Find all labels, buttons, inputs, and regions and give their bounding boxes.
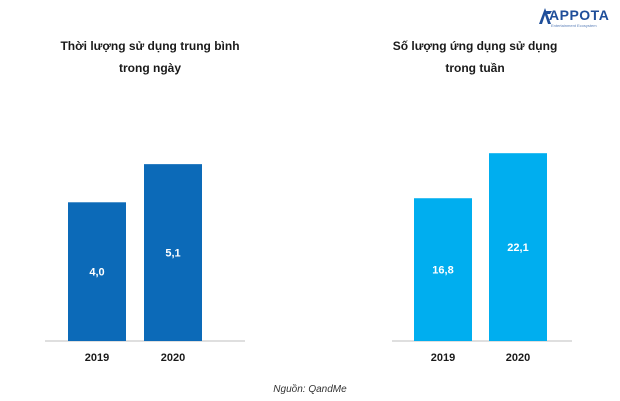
bar-value-label: 4,0 bbox=[89, 267, 104, 279]
bar-2020 bbox=[144, 164, 202, 341]
chart-daily-duration: 4,0 2019 5,1 2020 bbox=[45, 164, 245, 364]
chart-title-line: trong tuần bbox=[445, 61, 505, 75]
category-label: 2019 bbox=[431, 352, 455, 364]
logo-wordmark: APPOTA bbox=[549, 7, 610, 23]
logo-tagline: Entertainment Ecosystem bbox=[551, 23, 597, 28]
category-label: 2020 bbox=[506, 352, 530, 364]
source-note: Nguồn: QandMe bbox=[273, 384, 347, 395]
bar-value-label: 5,1 bbox=[165, 248, 180, 260]
chart-title-daily-duration: Thời lượng sử dụng trung bình trong ngày bbox=[30, 35, 270, 79]
appota-logo: APPOTA Entertainment Ecosystem bbox=[537, 6, 617, 32]
chart-title-line: Số lượng ứng dụng sử dụng bbox=[392, 39, 558, 53]
bar-value-label: 16,8 bbox=[432, 265, 453, 277]
bar-2020 bbox=[489, 153, 547, 341]
appota-logo-mark-icon bbox=[539, 8, 552, 24]
chart-title-line: trong ngày bbox=[119, 61, 181, 75]
bar-2019 bbox=[414, 198, 472, 341]
bar-2019 bbox=[68, 202, 126, 341]
chart-weekly-apps: 16,8 2019 22,1 2020 bbox=[392, 153, 572, 364]
bar-value-label: 22,1 bbox=[507, 242, 528, 254]
category-label: 2019 bbox=[85, 352, 109, 364]
chart-title-line: Thời lượng sử dụng trung bình bbox=[60, 39, 240, 53]
chart-title-weekly-apps: Số lượng ứng dụng sử dụng trong tuần bbox=[355, 35, 595, 79]
category-label: 2020 bbox=[161, 352, 185, 364]
